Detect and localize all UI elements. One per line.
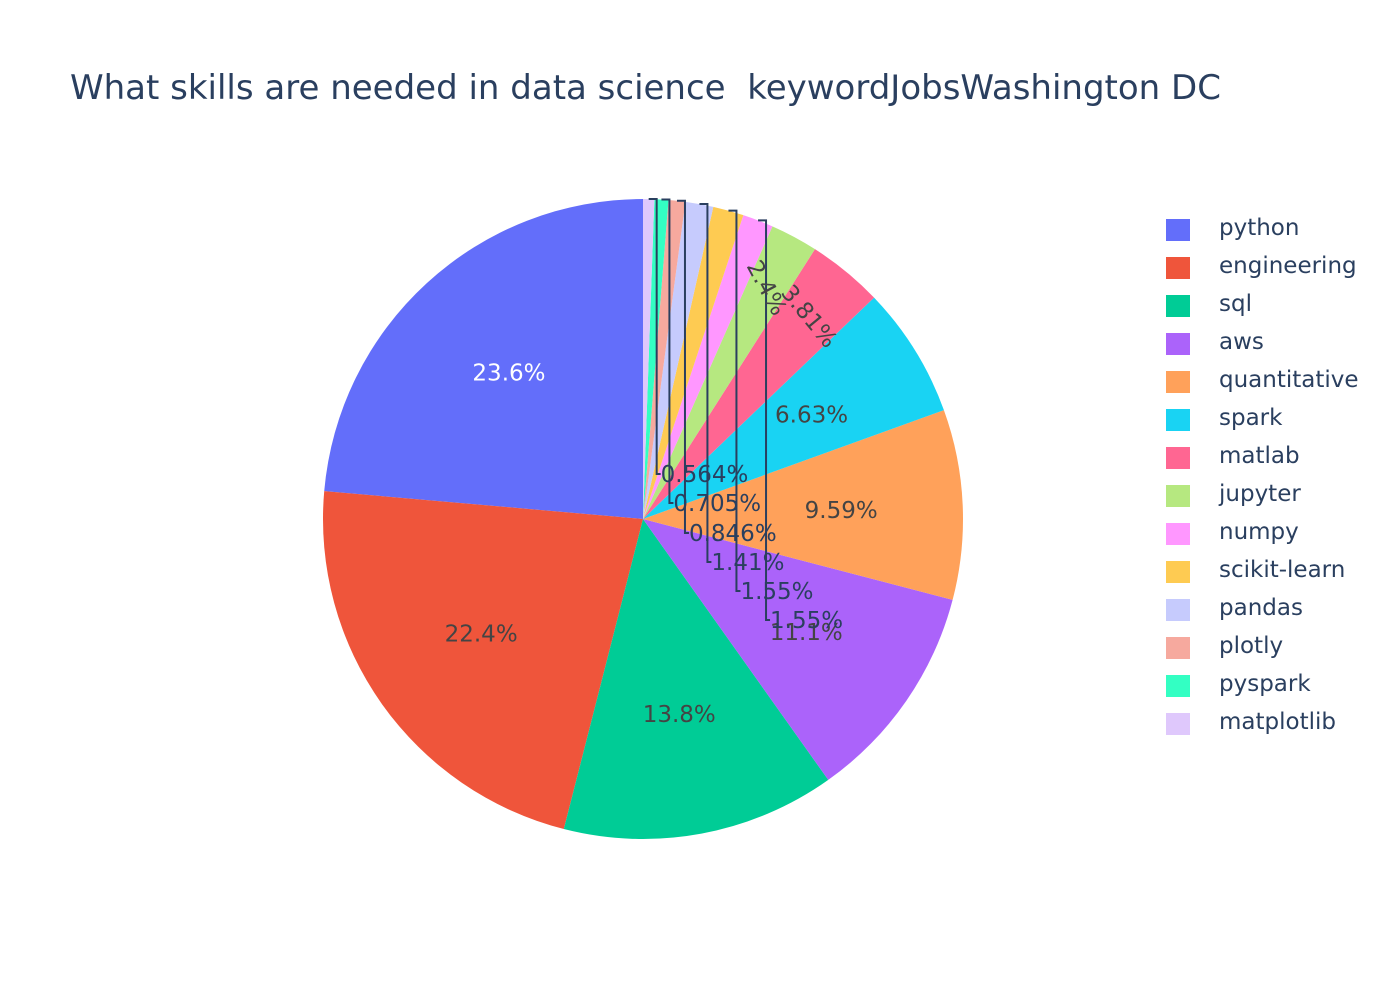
leader-line-pyspark — [661, 198, 674, 504]
legend-swatch — [1166, 257, 1190, 279]
pie-slice-sql[interactable] — [563, 519, 829, 839]
legend-item-plotly[interactable]: plotly — [1166, 629, 1386, 667]
legend-label: engineering — [1219, 253, 1357, 279]
legend-swatch — [1166, 447, 1190, 469]
slice-label-scikit-learn: 1.55% — [740, 579, 813, 605]
pie-slice-matplotlib[interactable] — [643, 199, 655, 519]
legend-label: sql — [1219, 291, 1252, 317]
outside-label-leaders — [648, 198, 771, 621]
legend-swatch — [1166, 371, 1190, 393]
legend-swatch — [1166, 295, 1190, 317]
slice-label-pyspark: 0.705% — [673, 491, 761, 517]
pie-slice-pandas[interactable] — [643, 201, 714, 519]
slice-label-python: 23.6% — [472, 361, 545, 387]
pie-slice-python[interactable] — [324, 199, 643, 519]
legend-item-pyspark[interactable]: pyspark — [1166, 667, 1386, 705]
slice-label-aws: 11.1% — [770, 620, 843, 646]
legend-label: scikit-learn — [1219, 557, 1346, 583]
leader-line-scikit-learn — [728, 209, 741, 592]
legend-label: pandas — [1219, 595, 1303, 621]
legend-swatch — [1166, 675, 1190, 697]
legend-label: matplotlib — [1219, 709, 1336, 735]
slice-label-pandas: 1.41% — [711, 550, 784, 576]
legend-label: plotly — [1219, 633, 1284, 659]
legend-swatch — [1166, 485, 1190, 507]
pie-slice-aws[interactable] — [643, 519, 953, 780]
pie-slice-jupyter[interactable] — [643, 226, 815, 519]
legend-label: pyspark — [1219, 671, 1311, 697]
legend-label: aws — [1219, 329, 1264, 355]
leader-line-matplotlib — [648, 198, 661, 475]
legend-swatch — [1166, 333, 1190, 355]
legend-label: matlab — [1219, 443, 1300, 469]
legend-label: spark — [1219, 405, 1283, 431]
slice-label-matplotlib: 0.564% — [661, 462, 749, 488]
legend-item-sql[interactable]: sql — [1166, 287, 1386, 325]
legend-item-matplotlib[interactable]: matplotlib — [1166, 705, 1386, 743]
legend-swatch — [1166, 523, 1190, 545]
legend-item-engineering[interactable]: engineering — [1166, 249, 1386, 287]
legend-swatch — [1166, 599, 1190, 621]
slice-label-sql: 13.8% — [643, 702, 716, 728]
legend-item-aws[interactable]: aws — [1166, 325, 1386, 363]
chart-title: What skills are needed in data science k… — [70, 68, 1221, 108]
legend-item-spark[interactable]: spark — [1166, 401, 1386, 439]
legend-swatch — [1166, 637, 1190, 659]
legend-item-scikit-learn[interactable]: scikit-learn — [1166, 553, 1386, 591]
legend-label: python — [1219, 215, 1300, 241]
pie-slice-scikit-learn[interactable] — [643, 206, 744, 520]
slice-label-quantitative: 9.59% — [805, 498, 878, 524]
legend-item-pandas[interactable]: pandas — [1166, 591, 1386, 629]
legend-item-jupyter[interactable]: jupyter — [1166, 477, 1386, 515]
slice-label-spark: 6.63% — [775, 402, 848, 428]
legend: python engineering sql aws quantitative spark… — [1166, 211, 1386, 743]
legend-label: numpy — [1219, 519, 1299, 545]
slice-label-plotly: 0.846% — [689, 521, 777, 547]
legend-swatch — [1166, 713, 1190, 735]
legend-item-matlab[interactable]: matlab — [1166, 439, 1386, 477]
pie-slice-matlab[interactable] — [643, 249, 875, 520]
legend-label: jupyter — [1219, 481, 1301, 507]
pie-slice-plotly[interactable] — [643, 200, 686, 519]
slice-label-numpy: 1.55% — [770, 608, 843, 634]
pie-slices — [323, 199, 963, 839]
legend-swatch — [1166, 409, 1190, 431]
legend-label: quantitative — [1219, 367, 1359, 393]
leader-line-pandas — [699, 203, 712, 563]
legend-item-numpy[interactable]: numpy — [1166, 515, 1386, 553]
legend-swatch — [1166, 219, 1190, 241]
legend-item-python[interactable]: python — [1166, 211, 1386, 249]
pie-slice-engineering[interactable] — [323, 491, 643, 830]
leader-line-plotly — [676, 199, 689, 534]
pie-slice-quantitative[interactable] — [643, 410, 963, 600]
pie-slice-spark[interactable] — [643, 297, 944, 519]
leader-line-numpy — [758, 219, 771, 621]
legend-swatch — [1166, 561, 1190, 583]
legend-item-quantitative[interactable]: quantitative — [1166, 363, 1386, 401]
slice-label-engineering: 22.4% — [445, 622, 518, 648]
